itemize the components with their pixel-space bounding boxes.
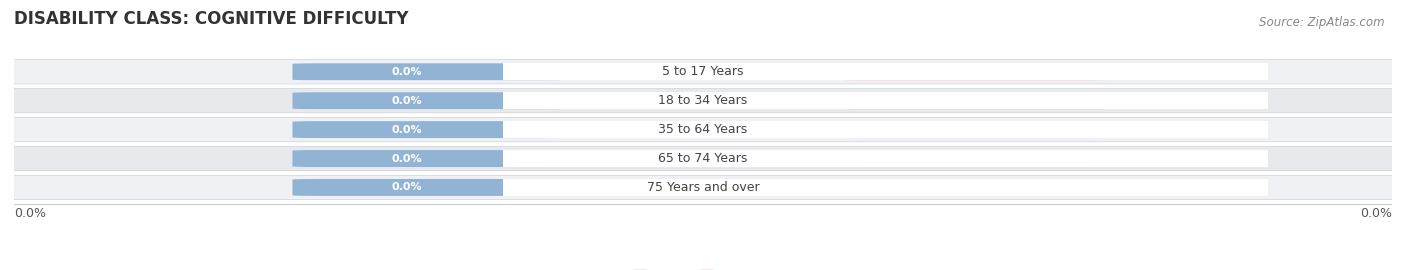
- FancyBboxPatch shape: [0, 146, 1406, 171]
- Text: DISABILITY CLASS: COGNITIVE DIFFICULTY: DISABILITY CLASS: COGNITIVE DIFFICULTY: [14, 9, 409, 28]
- Text: 0.0%: 0.0%: [984, 183, 1015, 193]
- FancyBboxPatch shape: [292, 63, 569, 80]
- FancyBboxPatch shape: [862, 63, 1268, 80]
- FancyBboxPatch shape: [0, 117, 1406, 142]
- Text: 0.0%: 0.0%: [391, 183, 422, 193]
- FancyBboxPatch shape: [292, 179, 1114, 196]
- Text: 0.0%: 0.0%: [984, 96, 1015, 106]
- Text: 0.0%: 0.0%: [1360, 207, 1392, 220]
- Text: 0.0%: 0.0%: [984, 154, 1015, 164]
- Text: 65 to 74 Years: 65 to 74 Years: [658, 152, 748, 165]
- Text: 0.0%: 0.0%: [984, 124, 1015, 135]
- FancyBboxPatch shape: [503, 179, 910, 196]
- FancyBboxPatch shape: [862, 92, 1268, 109]
- FancyBboxPatch shape: [292, 121, 569, 138]
- Text: 0.0%: 0.0%: [391, 96, 422, 106]
- Text: Source: ZipAtlas.com: Source: ZipAtlas.com: [1260, 16, 1385, 29]
- FancyBboxPatch shape: [862, 121, 1268, 138]
- Text: 0.0%: 0.0%: [391, 154, 422, 164]
- Legend: Male, Female: Male, Female: [628, 265, 778, 270]
- Text: 35 to 64 Years: 35 to 64 Years: [658, 123, 748, 136]
- FancyBboxPatch shape: [862, 179, 1268, 196]
- FancyBboxPatch shape: [0, 175, 1406, 200]
- FancyBboxPatch shape: [503, 63, 910, 80]
- FancyBboxPatch shape: [503, 92, 910, 109]
- FancyBboxPatch shape: [503, 150, 910, 167]
- Text: 0.0%: 0.0%: [984, 67, 1015, 77]
- FancyBboxPatch shape: [489, 64, 544, 80]
- FancyBboxPatch shape: [837, 121, 1114, 138]
- FancyBboxPatch shape: [489, 151, 544, 167]
- FancyBboxPatch shape: [292, 121, 1114, 138]
- FancyBboxPatch shape: [837, 92, 1114, 109]
- FancyBboxPatch shape: [489, 122, 544, 137]
- FancyBboxPatch shape: [292, 150, 1114, 167]
- FancyBboxPatch shape: [862, 150, 1268, 167]
- FancyBboxPatch shape: [292, 179, 569, 196]
- FancyBboxPatch shape: [292, 150, 569, 167]
- Text: 0.0%: 0.0%: [391, 124, 422, 135]
- FancyBboxPatch shape: [292, 92, 1114, 109]
- FancyBboxPatch shape: [489, 180, 544, 195]
- FancyBboxPatch shape: [292, 63, 1114, 80]
- Text: 18 to 34 Years: 18 to 34 Years: [658, 94, 748, 107]
- FancyBboxPatch shape: [837, 150, 1114, 167]
- Text: 0.0%: 0.0%: [14, 207, 46, 220]
- FancyBboxPatch shape: [0, 60, 1406, 84]
- FancyBboxPatch shape: [489, 93, 544, 109]
- FancyBboxPatch shape: [837, 179, 1114, 196]
- Text: 75 Years and over: 75 Years and over: [647, 181, 759, 194]
- FancyBboxPatch shape: [837, 63, 1114, 80]
- FancyBboxPatch shape: [503, 121, 910, 138]
- Text: 5 to 17 Years: 5 to 17 Years: [662, 65, 744, 78]
- Text: 0.0%: 0.0%: [391, 67, 422, 77]
- FancyBboxPatch shape: [292, 92, 569, 109]
- FancyBboxPatch shape: [0, 89, 1406, 113]
